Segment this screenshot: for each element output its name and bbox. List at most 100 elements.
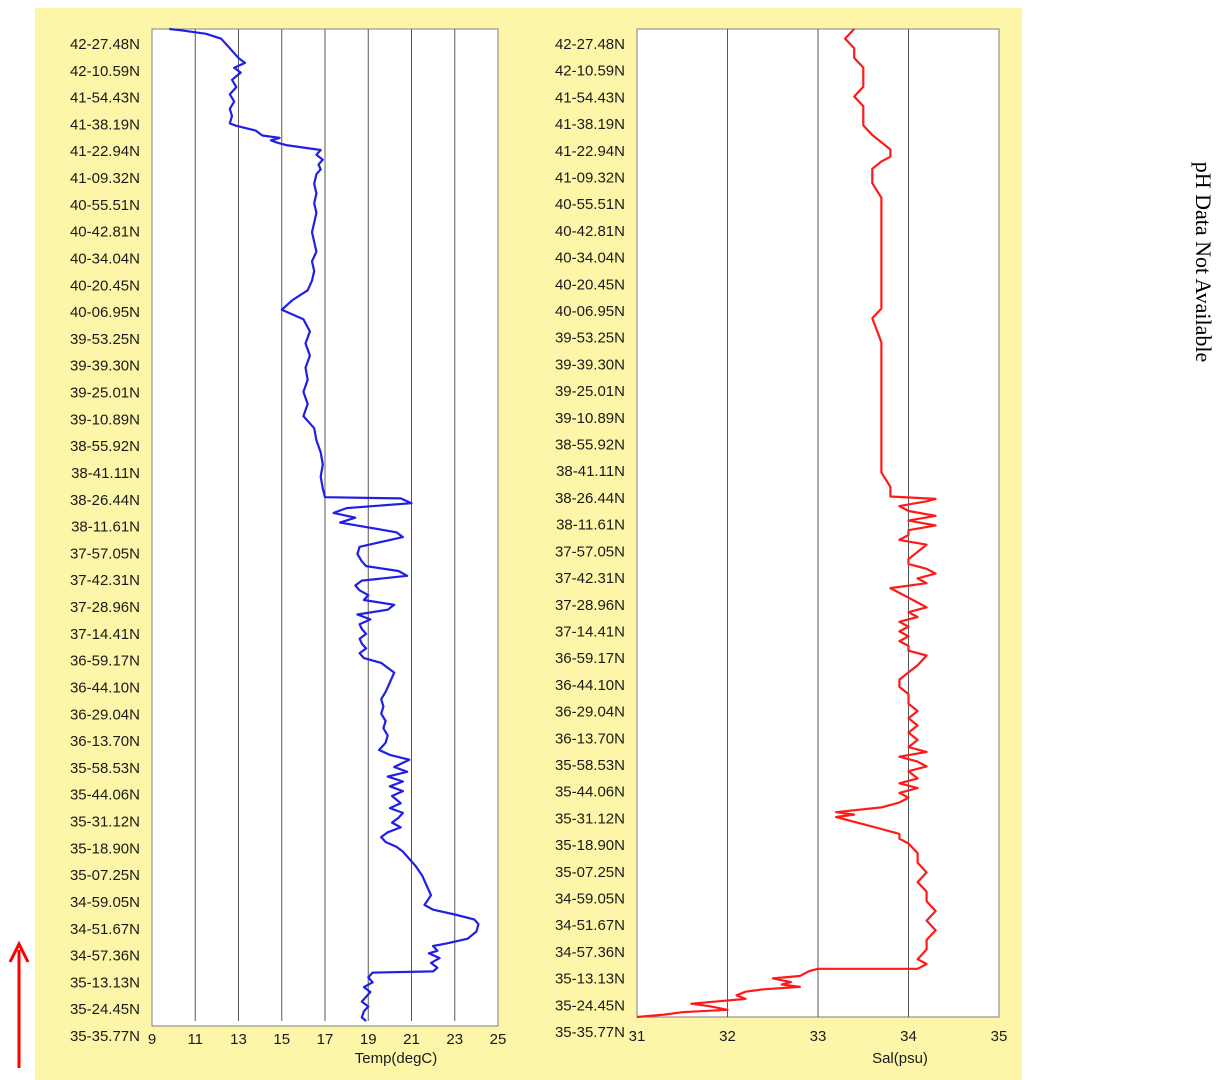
salinity-y-tick-label: 37-14.41N	[555, 623, 625, 640]
salinity-y-tick-label: 41-22.94N	[555, 143, 625, 160]
salinity-y-tick-label: 39-25.01N	[555, 383, 625, 400]
temperature-y-tick-label: 37-57.05N	[70, 545, 140, 562]
temperature-y-tick-label: 35-07.25N	[70, 867, 140, 884]
temperature-y-tick-label: 34-57.36N	[70, 948, 140, 965]
temperature-x-tick-label: 25	[490, 1031, 507, 1048]
temperature-y-tick-label: 39-10.89N	[70, 411, 140, 428]
salinity-x-tick-label: 33	[810, 1028, 827, 1045]
temperature-x-tick-label: 15	[273, 1031, 290, 1048]
temperature-y-tick-label: 38-26.44N	[70, 492, 140, 509]
temperature-y-tick-label: 41-22.94N	[70, 143, 140, 160]
temperature-gridlines	[194, 29, 456, 1021]
temperature-y-tick-label: 38-11.61N	[71, 519, 140, 536]
temperature-x-tick-labels: 9 11 13 15 17 19 21 23 25	[148, 1031, 507, 1048]
salinity-x-tick-label: 35	[991, 1028, 1008, 1045]
salinity-x-tick-label: 32	[719, 1028, 736, 1045]
salinity-y-tick-label: 36-13.70N	[555, 730, 625, 747]
temperature-x-tick-label: 9	[148, 1031, 156, 1048]
temperature-y-tick-label: 35-31.12N	[70, 814, 140, 831]
salinity-y-tick-label: 36-29.04N	[555, 704, 625, 721]
temperature-y-tick-label: 36-44.10N	[70, 679, 140, 696]
temperature-y-tick-label: 38-55.92N	[70, 438, 140, 455]
temperature-y-tick-label: 40-42.81N	[70, 224, 140, 241]
salinity-x-tick-labels: 31 32 33 34 35	[629, 1028, 1008, 1045]
salinity-y-tick-label: 41-09.32N	[555, 170, 625, 187]
salinity-y-tick-label: 38-11.61N	[556, 517, 625, 534]
salinity-y-tick-label: 38-26.44N	[555, 490, 625, 507]
temperature-y-tick-label: 37-42.31N	[70, 572, 140, 589]
salinity-y-tick-label: 39-53.25N	[555, 330, 625, 347]
salinity-y-tick-label: 35-07.25N	[555, 864, 625, 881]
temperature-y-tick-label: 35-24.45N	[70, 1001, 140, 1018]
temperature-x-axis-title: Temp(degC)	[355, 1050, 438, 1067]
temperature-y-tick-label: 41-38.19N	[70, 116, 140, 133]
salinity-y-tick-label: 38-41.11N	[556, 463, 625, 480]
temperature-y-tick-label: 40-34.04N	[70, 250, 140, 267]
salinity-y-tick-label: 36-59.17N	[555, 650, 625, 667]
salinity-x-axis-title: Sal(psu)	[872, 1050, 928, 1067]
salinity-y-tick-label: 35-31.12N	[555, 810, 625, 827]
temperature-y-tick-label: 34-51.67N	[70, 921, 140, 938]
temperature-panel: 42-27.48N 42-10.59N 41-54.43N 41-38.19N 41-2…	[35, 8, 520, 1080]
temperature-x-tick-label: 11	[187, 1031, 203, 1048]
salinity-y-tick-label: 34-51.67N	[555, 917, 625, 934]
temperature-y-tick-label: 39-25.01N	[70, 385, 140, 402]
temperature-y-tick-label: 41-09.32N	[70, 170, 140, 187]
salinity-x-tick-label: 31	[629, 1028, 646, 1045]
temperature-y-tick-label: 42-27.48N	[70, 36, 140, 53]
salinity-x-tick-label: 34	[900, 1028, 917, 1045]
salinity-y-tick-label: 40-55.51N	[555, 196, 625, 213]
temperature-y-tick-label: 41-54.43N	[70, 90, 140, 107]
temperature-y-tick-label: 35-44.06N	[70, 787, 140, 804]
salinity-y-tick-label: 35-44.06N	[555, 784, 625, 801]
up-arrow-icon	[8, 940, 30, 1068]
temperature-y-tick-label: 39-53.25N	[70, 331, 140, 348]
temperature-y-tick-label: 40-55.51N	[70, 197, 140, 214]
salinity-y-tick-label: 38-55.92N	[555, 437, 625, 454]
salinity-y-tick-label: 37-57.05N	[555, 543, 625, 560]
salinity-y-tick-label: 39-10.89N	[555, 410, 625, 427]
temperature-y-tick-label: 36-29.04N	[70, 706, 140, 723]
salinity-y-tick-label: 42-10.59N	[555, 63, 625, 80]
temperature-series-line	[169, 27, 480, 1022]
salinity-y-tick-label: 40-06.95N	[555, 303, 625, 320]
temperature-y-tick-label: 35-58.53N	[70, 760, 140, 777]
temperature-y-tick-label: 36-59.17N	[70, 653, 140, 670]
salinity-y-tick-label: 42-27.48N	[555, 36, 625, 53]
temperature-y-tick-label: 42-10.59N	[70, 63, 140, 80]
temperature-y-tick-label: 35-18.90N	[70, 840, 140, 857]
temperature-y-tick-label: 39-39.30N	[70, 358, 140, 375]
temperature-y-tick-label: 35-35.77N	[70, 1028, 140, 1045]
temperature-y-tick-label: 40-06.95N	[70, 304, 140, 321]
salinity-y-tick-label: 39-39.30N	[555, 356, 625, 373]
salinity-y-tick-label: 35-13.13N	[555, 971, 625, 988]
temperature-x-tick-label: 19	[360, 1031, 377, 1048]
salinity-y-tick-label: 35-24.45N	[555, 997, 625, 1014]
salinity-series-line	[636, 28, 937, 1019]
temperature-y-tick-label: 34-59.05N	[70, 894, 140, 911]
salinity-y-tick-label: 37-42.31N	[555, 570, 625, 587]
salinity-y-tick-label: 36-44.10N	[555, 677, 625, 694]
ph-not-available-note: pH Data Not Available	[1191, 162, 1216, 363]
salinity-y-tick-label: 40-34.04N	[555, 250, 625, 267]
salinity-y-tick-label: 37-28.96N	[555, 597, 625, 614]
temperature-y-tick-label: 37-14.41N	[70, 626, 140, 643]
temperature-x-tick-label: 21	[403, 1031, 420, 1048]
salinity-y-tick-label: 34-59.05N	[555, 890, 625, 907]
salinity-y-tick-label: 34-57.36N	[555, 944, 625, 961]
temperature-y-tick-label: 40-20.45N	[70, 277, 140, 294]
temperature-y-tick-label: 38-41.11N	[71, 465, 140, 482]
temperature-y-tick-label: 35-13.13N	[70, 974, 140, 991]
temperature-y-tick-label: 36-13.70N	[70, 733, 140, 750]
temperature-y-tick-labels: 42-27.48N 42-10.59N 41-54.43N 41-38.19N 41-2…	[70, 36, 140, 1045]
salinity-y-tick-label: 35-18.90N	[555, 837, 625, 854]
salinity-y-tick-labels: 42-27.48N 42-10.59N 41-54.43N 41-38.19N 41-2…	[555, 36, 625, 1041]
salinity-y-tick-label: 40-20.45N	[555, 276, 625, 293]
salinity-y-tick-label: 40-42.81N	[555, 223, 625, 240]
salinity-y-tick-label: 41-38.19N	[555, 116, 625, 133]
temperature-x-tick-label: 13	[230, 1031, 247, 1048]
salinity-y-tick-label: 41-54.43N	[555, 89, 625, 106]
salinity-gridlines	[727, 29, 909, 1017]
salinity-panel: 42-27.48N 42-10.59N 41-54.43N 41-38.19N 41-2…	[520, 8, 1022, 1080]
